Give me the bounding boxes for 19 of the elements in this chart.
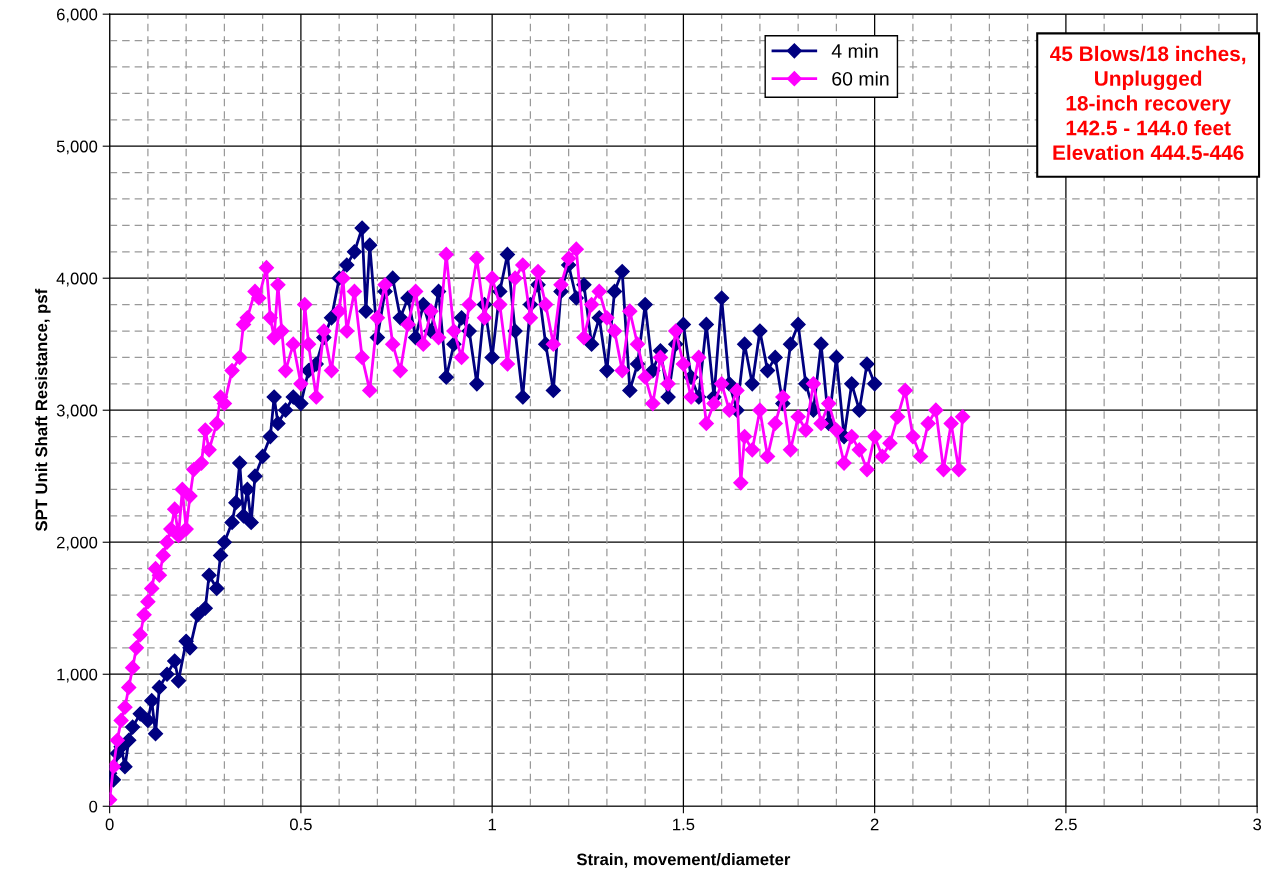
annotation: 45 Blows/18 inches, Unplugged 18-inch recovery 142.5 - 144.0 feet Elevation 444.5-446: [1050, 45, 1246, 161]
x-tick-label: 0: [105, 818, 114, 831]
y-tick-label: 5,000: [56, 140, 98, 155]
x-tick-label: 3: [1253, 818, 1262, 831]
x-tick-label: 1.5: [673, 818, 695, 831]
x-tick-label: 1: [488, 818, 496, 831]
y-tick-label: 6,000: [56, 8, 98, 23]
x-tick-label: 2: [870, 818, 879, 831]
x-axis-title: Strain, movement/diameter: [576, 853, 791, 868]
y-tick-label: 1,000: [57, 668, 98, 683]
x-tick-label: 2.5: [1055, 818, 1077, 831]
y-tick-label: 4,000: [56, 272, 98, 287]
x-tick-label: 0.5: [289, 818, 312, 831]
y-tick-label: 0: [89, 800, 98, 813]
y-tick-label: 3,000: [56, 404, 98, 419]
y-tick-label: 2,000: [56, 536, 98, 551]
y-axis-title: SPT Unit Shaft Resistance, psf: [35, 288, 51, 532]
legend-label: 4 min: [831, 43, 878, 58]
legend-label: 60 min: [832, 71, 889, 86]
